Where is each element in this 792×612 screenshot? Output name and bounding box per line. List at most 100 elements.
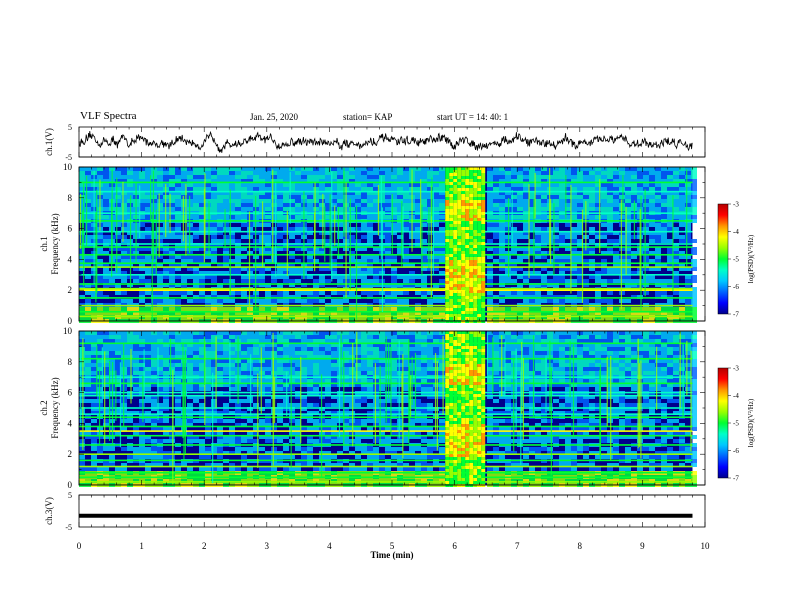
spectrogram-cell: [265, 295, 271, 299]
spectrogram-cell: [277, 271, 283, 275]
spectrogram-cell: [625, 195, 631, 199]
burst-cell: [477, 299, 482, 302]
burst-cell: [449, 293, 454, 296]
spectrogram-cell: [253, 311, 259, 315]
spectrogram-cell: [199, 311, 205, 315]
spectrogram-cell: [535, 307, 541, 311]
spectrogram-cell: [367, 371, 373, 375]
spectrogram-cell: [541, 355, 547, 359]
spectrogram-cell: [247, 203, 253, 207]
spectrogram-cell: [625, 235, 631, 239]
spectrogram-cell: [265, 267, 271, 271]
spectrogram-cell: [223, 279, 229, 283]
spectrogram-cell: [379, 179, 385, 183]
spectrogram-cell: [661, 227, 667, 231]
colorbar: [717, 203, 729, 315]
spectrogram-cell: [397, 291, 403, 295]
spectrogram-cell: [331, 215, 337, 219]
spectrogram-cell: [631, 191, 637, 195]
burst-cell: [465, 260, 470, 263]
burst-cell: [461, 215, 466, 218]
spectrogram-cell: [355, 175, 361, 179]
spectrogram-cell: [619, 239, 625, 243]
spectrogram-cell: [391, 335, 397, 339]
spectrogram-cell: [661, 331, 667, 335]
spectrogram-cell: [271, 183, 277, 187]
spectrogram-cell: [241, 207, 247, 211]
spectrogram-cell: [199, 295, 205, 299]
spectrogram-cell: [517, 307, 523, 311]
spectrogram-cell: [559, 207, 565, 211]
spectrogram-cell: [331, 203, 337, 207]
spectrogram-cell: [397, 191, 403, 195]
spectrogram-cell: [223, 363, 229, 367]
spectrogram-cell: [199, 367, 205, 371]
spectrogram-cell: [523, 359, 529, 363]
spectrogram-cell: [595, 355, 601, 359]
spectrogram-cell: [163, 335, 169, 339]
spectrogram-cell: [211, 183, 217, 187]
spectrogram-cell: [679, 339, 685, 343]
spectrogram-cell: [97, 363, 103, 367]
spectrogram-cell: [595, 179, 601, 183]
spectrogram-cell: [157, 343, 163, 347]
spectrogram-cell: [643, 311, 649, 315]
spectrogram-cell: [97, 307, 103, 311]
spectrogram-cell: [181, 179, 187, 183]
spectrogram-cell: [547, 331, 553, 335]
spectrogram-cell: [349, 307, 355, 311]
spectrogram-cell: [175, 351, 181, 355]
spectrogram-cell: [625, 171, 631, 175]
spectrogram-cell: [577, 339, 583, 343]
spectrogram-cell: [487, 331, 493, 335]
spectrogram-cell: [409, 307, 415, 311]
spectrogram-cell: [505, 311, 511, 315]
spectrogram-cell: [661, 231, 667, 235]
burst-cell: [457, 311, 462, 314]
spectrogram-cell: [427, 291, 433, 295]
spectrogram-cell: [559, 179, 565, 183]
spectrogram-cell: [505, 291, 511, 295]
sferic-spike: [155, 209, 157, 275]
burst-cell: [481, 296, 486, 299]
spectrogram-cell: [619, 343, 625, 347]
spectrogram-cell: [649, 367, 655, 371]
burst-cell: [481, 317, 486, 320]
spectrogram-cell: [499, 215, 505, 219]
spectrogram-cell: [505, 295, 511, 299]
spectrogram-cell: [265, 171, 271, 175]
burst-cell: [445, 197, 450, 200]
spectrogram-cell: [331, 347, 337, 351]
burst-cell: [445, 320, 450, 323]
spectrogram-cell: [511, 335, 517, 339]
spectrogram-cell: [439, 339, 445, 343]
spectrogram-cell: [307, 239, 313, 243]
spectrogram-cell: [541, 363, 547, 367]
spectrogram-cell: [595, 363, 601, 367]
spectrogram-cell: [487, 255, 493, 259]
spectrogram-cell: [319, 239, 325, 243]
spectrogram-cell: [685, 331, 691, 335]
spectrogram-cell: [577, 203, 583, 207]
spectrogram-cell: [229, 215, 235, 219]
spectrogram-cell: [169, 331, 175, 335]
spectrogram-cell: [571, 331, 577, 335]
spectrogram-cell: [151, 367, 157, 371]
spectrogram-cell: [223, 311, 229, 315]
sferic-spike: [644, 189, 646, 297]
spectrogram-cell: [403, 331, 409, 335]
spectrogram-cell: [169, 351, 175, 355]
spectrogram-cell: [613, 255, 619, 259]
spectrogram-cell: [103, 239, 109, 243]
spectrogram-cell: [661, 363, 667, 367]
spectrogram-cell: [259, 271, 265, 275]
spectrogram-cell: [685, 183, 691, 187]
spectrogram-cell: [295, 355, 301, 359]
spectrogram-cell: [367, 191, 373, 195]
spectrogram-cell: [151, 307, 157, 311]
burst-cell: [457, 179, 462, 182]
spectrogram-cell: [427, 259, 433, 263]
spectrogram-cell: [577, 335, 583, 339]
spectrogram-cell: [97, 175, 103, 179]
spectrogram-cell: [535, 175, 541, 179]
